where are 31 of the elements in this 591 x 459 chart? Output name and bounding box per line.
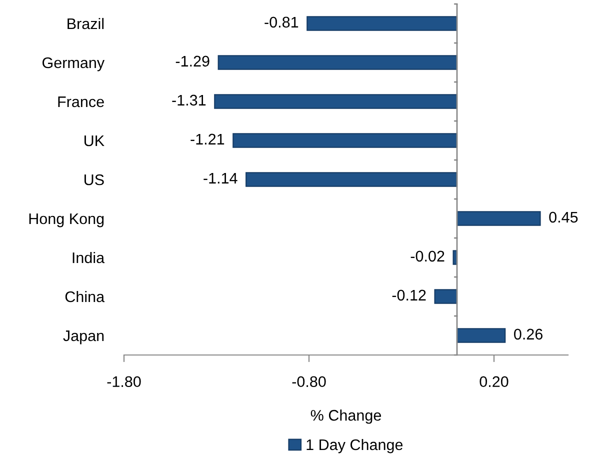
data-label: -0.02 (410, 250, 444, 262)
y-tick-label: Hong Kong (29, 214, 104, 228)
data-label: 0.26 (514, 328, 542, 340)
y-tick-label: Germany (42, 57, 105, 72)
data-label: -1.14 (204, 172, 238, 184)
y-tick-label: UK (84, 136, 104, 146)
legend-label: 1 Day Change (306, 438, 403, 454)
bar (456, 328, 506, 343)
x-tick-label: 0.20 (480, 376, 508, 388)
bar (434, 289, 458, 304)
data-label: -1.29 (176, 56, 210, 67)
bar (232, 133, 458, 148)
x-tick-label: -1.80 (107, 376, 141, 388)
bar (456, 211, 541, 226)
y-tick-label: Japan (63, 330, 104, 344)
bar (214, 94, 458, 109)
data-label: 0.45 (549, 212, 578, 223)
data-label: -0.12 (392, 290, 426, 301)
x-axis-title: % Change (310, 410, 381, 424)
y-tick-label: China (65, 290, 105, 302)
y-tick-label: Brazil (68, 18, 104, 30)
x-tick-label: -0.80 (292, 376, 326, 388)
y-tick-label: France (58, 96, 104, 108)
data-label: -0.81 (264, 16, 298, 28)
bar (246, 172, 458, 187)
data-label: -1.31 (172, 94, 206, 106)
y-tick-label: US (84, 174, 104, 186)
y-tick-label: India (72, 252, 105, 264)
bar (218, 55, 458, 70)
data-label: -1.21 (190, 134, 224, 144)
bar (306, 16, 458, 31)
